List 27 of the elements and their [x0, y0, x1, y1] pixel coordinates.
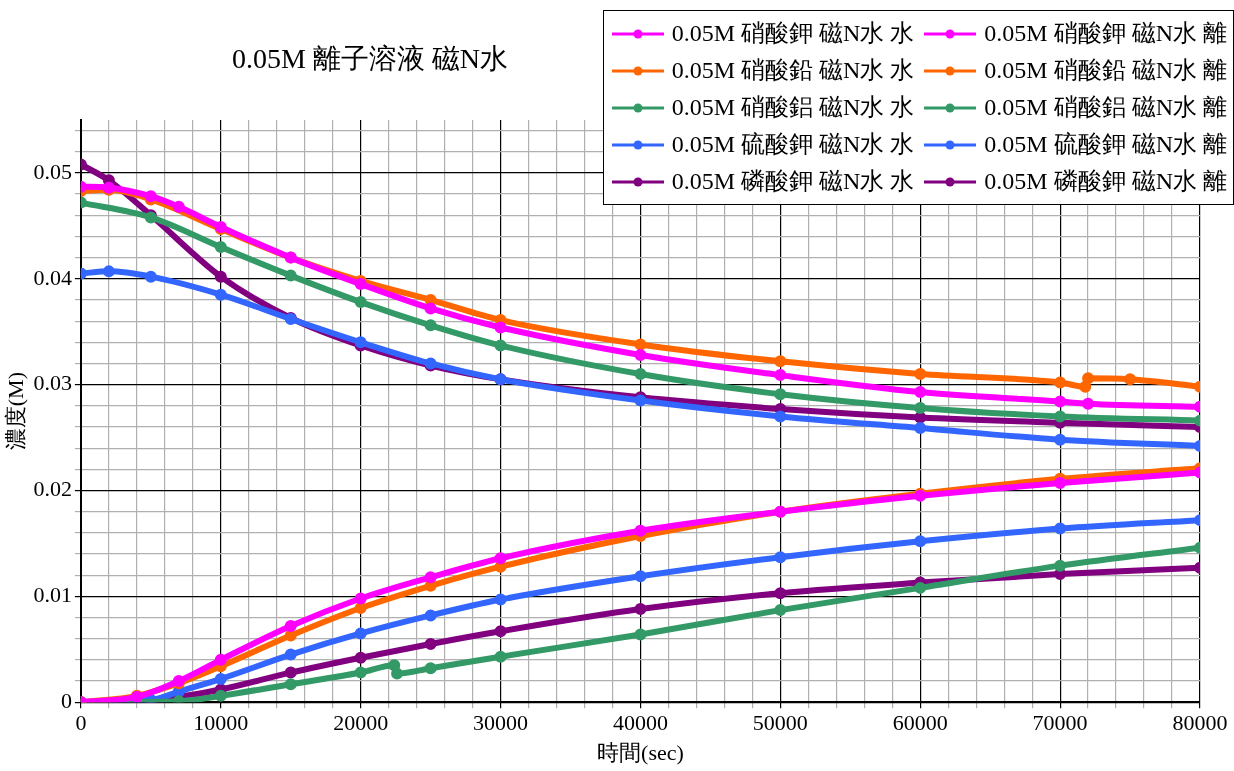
chart-title: 0.05M 離子溶液 磁N水 — [230, 42, 510, 76]
x-tick-label: 60000 — [892, 710, 948, 736]
y-tick-label: 0.03 — [33, 370, 72, 396]
x-tick-label: 20000 — [333, 710, 389, 736]
x-tick-label: 70000 — [1032, 710, 1088, 736]
x-axis-title: 時間(sec) — [597, 739, 684, 765]
x-tick-label: 50000 — [752, 710, 808, 736]
legend-label: 0.05M 硝酸鉛 磁N水 離 — [984, 56, 1227, 85]
y-tick-label: 0 — [60, 687, 72, 713]
y-axis-title: 濃度(M) — [2, 371, 28, 451]
y-tick-label: 0.01 — [33, 582, 72, 608]
y-tick-label: 0.05 — [33, 158, 72, 184]
legend-label: 0.05M 磷酸鉀 磁N水 水 — [671, 167, 915, 196]
y-tick-label: 0.02 — [33, 476, 72, 502]
x-tick-label: 10000 — [193, 710, 249, 736]
legend-label: 0.05M 硝酸鋁 磁N水 離 — [984, 93, 1227, 122]
legend-label: 0.05M 硝酸鉛 磁N水 水 — [671, 56, 915, 85]
legend-label: 0.05M 硝酸鉀 磁N水 離 — [984, 19, 1227, 48]
x-tick-label: 40000 — [612, 710, 668, 736]
legend-label: 0.05M 硫酸鉀 磁N水 離 — [984, 130, 1227, 159]
x-tick-label: 30000 — [473, 710, 529, 736]
legend-label: 0.05M 硝酸鉀 磁N水 水 — [671, 19, 915, 48]
legend-label: 0.05M 硫酸鉀 磁N水 水 — [671, 130, 915, 159]
y-tick-label: 0.04 — [33, 264, 72, 290]
legend-label: 0.05M 磷酸鉀 磁N水 離 — [984, 167, 1227, 196]
x-tick-label: 80000 — [1172, 710, 1228, 736]
legend-label: 0.05M 硝酸鋁 磁N水 水 — [671, 93, 915, 122]
